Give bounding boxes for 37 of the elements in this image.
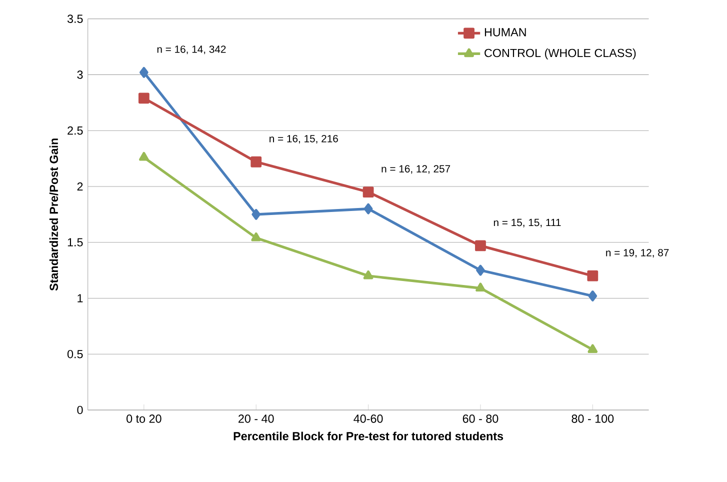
x-tick-label: 20 - 40: [238, 414, 274, 423]
y-tick-label: 1: [78, 294, 83, 302]
annotation: n = 16, 12, 257: [382, 165, 450, 174]
y-tick-label: 0: [77, 406, 83, 414]
legend-label: HUMAN: [484, 28, 526, 36]
point: [363, 270, 374, 280]
point: [476, 282, 486, 292]
y-tick-label: 3.5: [67, 14, 83, 23]
point: [364, 203, 373, 214]
x-tick-label: 40-60: [354, 414, 383, 423]
x-axis-title: Percentile Block for Pre-test for tutored students: [234, 432, 504, 440]
legend-label: CONTROL (WHOLE CLASS): [484, 48, 636, 60]
y-tick-label: 2: [77, 182, 83, 191]
point: [252, 208, 261, 220]
point: [587, 270, 598, 282]
x-tick-label: 80 - 100: [572, 414, 614, 423]
x-tick-label: 60 - 80: [462, 414, 498, 423]
point: [588, 290, 598, 302]
annotation: n = 16, 15, 216: [270, 135, 338, 144]
x-tick-label: 0 to 20: [126, 414, 162, 423]
point: [250, 156, 262, 168]
point: [251, 232, 262, 242]
point: [138, 92, 150, 104]
y-axis-title: Standardized Pre/Post Gain: [49, 138, 58, 291]
point: [362, 186, 374, 198]
y-tick-label: 3: [77, 70, 83, 79]
point: [476, 264, 485, 276]
y-tick-label: 2.5: [68, 126, 83, 135]
point: [588, 344, 598, 354]
point: [140, 67, 148, 78]
annotation: n = 16, 14, 342: [157, 46, 226, 54]
point: [475, 240, 486, 252]
point: [139, 152, 149, 161]
annotation: n = 19, 12, 87: [606, 249, 669, 258]
annotation: n = 15, 15, 111: [494, 218, 561, 228]
y-tick-label: 1.5: [68, 238, 83, 246]
y-tick-label: 0.5: [67, 350, 83, 358]
